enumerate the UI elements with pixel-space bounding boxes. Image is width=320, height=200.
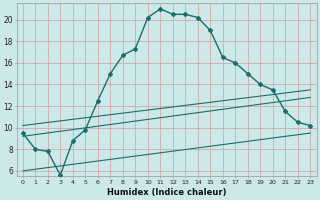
X-axis label: Humidex (Indice chaleur): Humidex (Indice chaleur) bbox=[107, 188, 226, 197]
